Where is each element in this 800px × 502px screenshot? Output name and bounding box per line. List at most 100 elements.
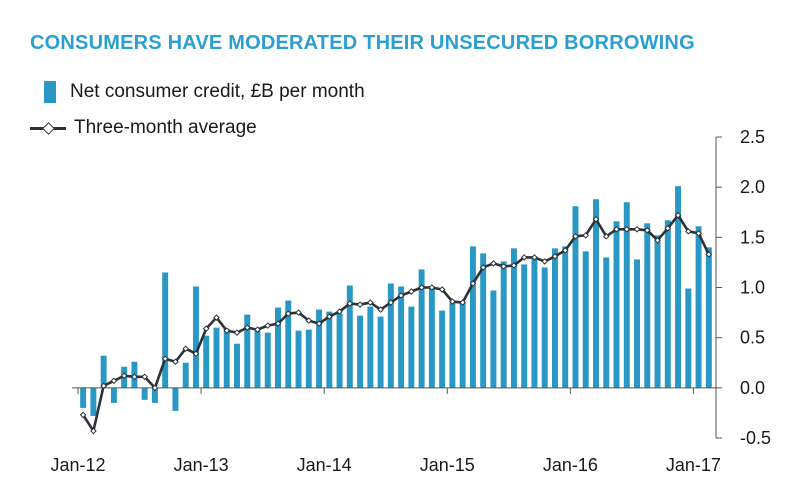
x-tick-label: Jan-15 — [420, 455, 475, 475]
bar — [572, 206, 579, 388]
bar — [316, 309, 323, 388]
line-point — [520, 254, 528, 261]
line-point — [582, 232, 590, 239]
line-point — [233, 329, 241, 336]
line-point — [510, 262, 518, 269]
line-point — [172, 358, 179, 366]
legend-bar-swatch — [44, 81, 56, 103]
line-point — [592, 215, 600, 223]
line-point — [367, 299, 374, 306]
bar — [490, 290, 497, 388]
bar — [439, 310, 446, 388]
line-point — [541, 258, 549, 265]
bar — [244, 314, 251, 388]
line-point — [90, 427, 97, 435]
bar — [234, 343, 240, 388]
bar — [531, 256, 538, 388]
bar — [110, 387, 117, 403]
y-tick-label: 2.5 — [740, 127, 765, 147]
line-point — [325, 313, 333, 320]
bar — [510, 248, 517, 388]
line-point — [151, 384, 159, 392]
line-point — [684, 228, 692, 235]
line-point — [561, 247, 569, 254]
line-point — [428, 284, 436, 291]
line-point — [418, 284, 425, 291]
line-point — [284, 310, 292, 317]
bar — [675, 186, 682, 388]
bar — [326, 311, 333, 388]
x-tick-label: Jan-17 — [666, 455, 721, 475]
line-point — [695, 230, 702, 237]
bar — [254, 330, 261, 388]
bar — [305, 329, 312, 388]
line-point — [705, 251, 713, 258]
bar — [203, 335, 210, 388]
bar — [418, 269, 425, 388]
bar — [459, 301, 466, 388]
y-tick-label: 1.0 — [740, 278, 765, 298]
line-point — [643, 227, 651, 234]
line-point — [182, 345, 190, 353]
bar — [100, 355, 107, 388]
bar-series — [80, 186, 712, 416]
bar — [623, 202, 630, 388]
bar — [500, 261, 507, 388]
y-tick-label: 2.0 — [740, 177, 765, 197]
line-point — [79, 411, 87, 419]
line-point — [305, 317, 313, 324]
bar — [644, 223, 651, 388]
chart-legend: Net consumer credit, £B per month Three-… — [30, 74, 365, 146]
bar — [151, 387, 158, 403]
bar — [398, 286, 405, 388]
y-tick-label: -0.5 — [740, 428, 771, 448]
bar — [223, 328, 230, 388]
bar — [387, 283, 394, 388]
y-tick-label: 0.0 — [740, 378, 765, 398]
bar — [213, 327, 220, 388]
bar — [192, 286, 199, 388]
line-point — [100, 382, 107, 390]
line-point — [531, 254, 538, 261]
tick-labels: 2.5 2.0 1.5 1.0 0.5 0.0 -0.5 Jan-12 Jan-13 Jan-14… — [50, 127, 771, 475]
line-point — [243, 324, 251, 331]
bar — [264, 332, 271, 388]
line-point — [500, 263, 507, 270]
legend-bar-label: Net consumer credit, £B per month — [70, 81, 365, 102]
line-point — [449, 298, 456, 305]
bar — [593, 199, 599, 388]
bar — [182, 362, 189, 388]
x-tick-label: Jan-12 — [50, 455, 105, 475]
line-point — [202, 325, 210, 332]
line-point — [356, 301, 364, 308]
line-point — [623, 225, 631, 233]
line-point — [459, 299, 466, 306]
line-point — [438, 286, 446, 293]
bar — [695, 226, 702, 388]
line-point — [479, 264, 487, 271]
line-point — [674, 211, 682, 219]
bar — [480, 253, 487, 388]
line-point — [315, 320, 323, 327]
line-point — [654, 237, 661, 244]
legend-line-label: Three-month average — [74, 117, 257, 138]
bar — [469, 246, 476, 388]
bar — [377, 316, 384, 388]
bar — [172, 387, 179, 411]
line-point — [336, 308, 343, 315]
bar — [613, 221, 620, 388]
legend-item-bars: Net consumer credit, £B per month — [30, 74, 365, 110]
line-point — [161, 355, 169, 363]
bar — [80, 387, 87, 408]
bar — [275, 307, 281, 388]
line-point — [408, 288, 415, 295]
bar — [541, 267, 548, 388]
line-point — [572, 233, 579, 240]
line-point — [387, 299, 395, 306]
bar — [664, 220, 671, 388]
line-point — [664, 224, 672, 232]
line-point — [264, 322, 272, 329]
bar — [295, 330, 302, 388]
legend-item-line: Three-month average — [30, 110, 365, 146]
bar — [367, 306, 374, 388]
